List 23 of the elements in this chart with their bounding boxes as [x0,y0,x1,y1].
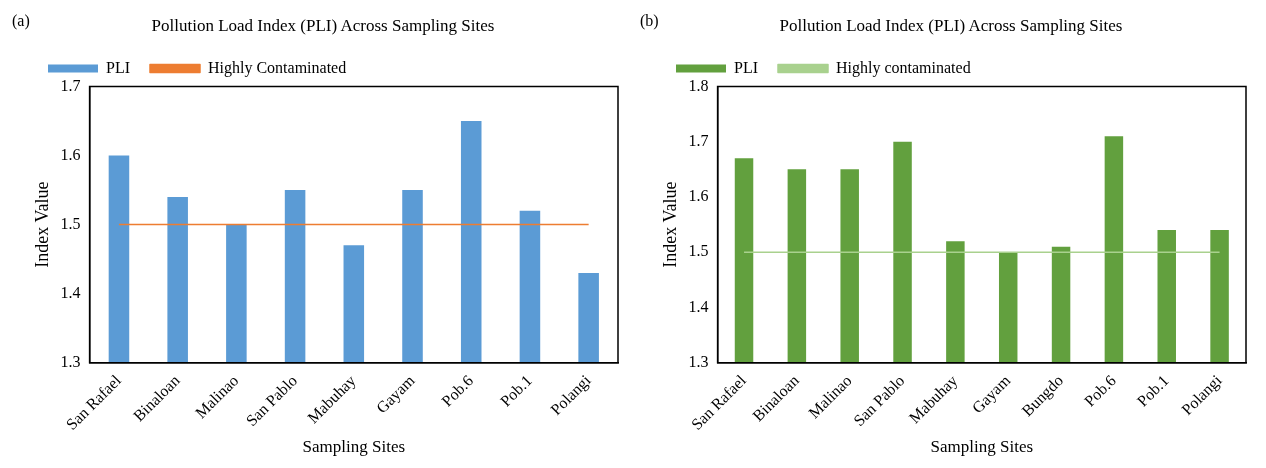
legend-label: PLI [734,58,758,76]
text: (b) [640,12,659,31]
y-tick-label: 1.6 [60,145,81,163]
y-tick-label: 1.4 [688,297,709,315]
legend-label: PLI [106,58,130,76]
chart-title: Pollution Load Index (PLI) Across Sampling Sites [151,15,495,35]
legend-label: Highly Contaminated [208,58,347,77]
y-tick-label: 1.5 [688,242,709,260]
y-tick-label: 1.7 [60,76,81,94]
y-tick-label: 1.5 [60,214,81,232]
x-axis-title: Sampling Sites [302,437,406,457]
y-tick-label: 1.8 [688,76,709,94]
y-tick-label: 1.4 [60,283,81,301]
chart-title: Pollution Load Index (PLI) Across Sampling Sites [779,15,1123,35]
y-tick-label: 1.7 [688,131,709,149]
legend-label: Highly contaminated [836,58,971,77]
y-axis-title: Index Value [659,181,680,268]
y-tick-label: 1.3 [688,352,709,370]
x-axis-title: Sampling Sites [930,437,1034,457]
y-tick-label: 1.3 [60,352,81,370]
y-axis-title: Index Value [31,181,52,268]
text: (a) [12,12,30,31]
y-tick-label: 1.6 [688,187,709,205]
